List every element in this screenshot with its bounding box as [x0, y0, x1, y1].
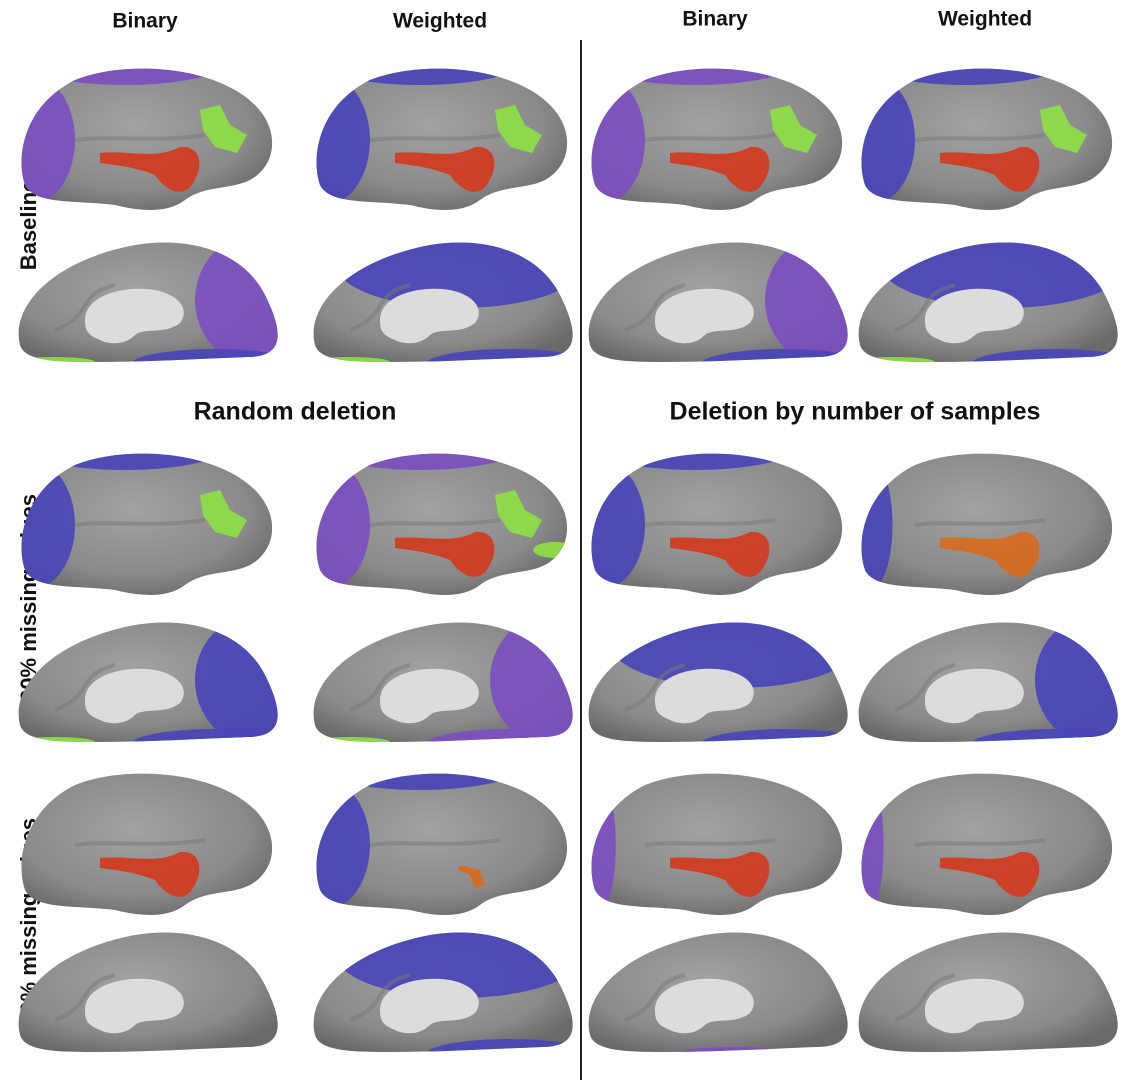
brain-lateral — [825, 29, 1112, 210]
region — [280, 75, 370, 205]
region — [857, 780, 884, 910]
region — [680, 1047, 790, 1059]
region — [15, 357, 95, 367]
section-title: Random deletion — [194, 398, 397, 426]
brain-lateral — [848, 454, 1113, 595]
region — [130, 349, 300, 381]
brain-lateral — [857, 774, 1113, 915]
brain-lateral — [280, 29, 567, 210]
column-header: Binary — [682, 8, 748, 31]
region — [280, 460, 370, 590]
region — [130, 729, 300, 761]
region — [425, 729, 595, 761]
brain-medial — [589, 598, 870, 761]
brain-lateral — [555, 29, 842, 210]
region — [425, 1039, 595, 1071]
brain-medial — [15, 615, 315, 761]
brain-medial — [589, 932, 848, 1059]
section-title: Deletion by number of samples — [670, 398, 1041, 426]
brain-medial — [15, 235, 315, 381]
region — [195, 235, 315, 365]
region — [15, 737, 95, 747]
brain-lateral — [280, 414, 577, 595]
region — [310, 737, 390, 747]
brain-medial — [859, 932, 1118, 1052]
region — [555, 75, 645, 205]
region — [280, 780, 370, 910]
region — [555, 460, 645, 590]
brain-lateral — [584, 774, 842, 915]
brain-lateral — [22, 774, 273, 915]
brain-medial — [859, 615, 1128, 761]
region — [585, 29, 805, 85]
region — [533, 542, 577, 558]
brain-lateral — [280, 734, 567, 915]
region — [195, 615, 315, 745]
region — [310, 734, 530, 790]
column-header: Weighted — [938, 8, 1032, 31]
regions — [680, 1047, 790, 1059]
region — [855, 357, 935, 367]
region — [15, 29, 235, 85]
region — [700, 349, 870, 381]
brain-medial — [589, 235, 885, 381]
brain-medial — [310, 615, 610, 761]
column-header: Weighted — [393, 10, 487, 33]
column-header: Binary — [112, 10, 178, 33]
region — [425, 349, 595, 381]
region — [700, 729, 870, 761]
region — [310, 357, 390, 367]
brain-grid — [0, 29, 1128, 1071]
brain-medial — [310, 218, 595, 381]
region — [310, 29, 530, 85]
brain-lateral — [0, 29, 272, 210]
region — [584, 780, 616, 910]
brain-lateral — [0, 414, 272, 595]
brain-lateral — [555, 414, 842, 595]
brain-medial — [314, 908, 595, 1071]
region — [848, 460, 893, 590]
brain-medial — [855, 218, 1128, 381]
figure: Binary Weighted Binary Weighted Random d… — [0, 0, 1128, 1080]
region — [855, 29, 1075, 85]
brain-medial — [19, 932, 278, 1052]
